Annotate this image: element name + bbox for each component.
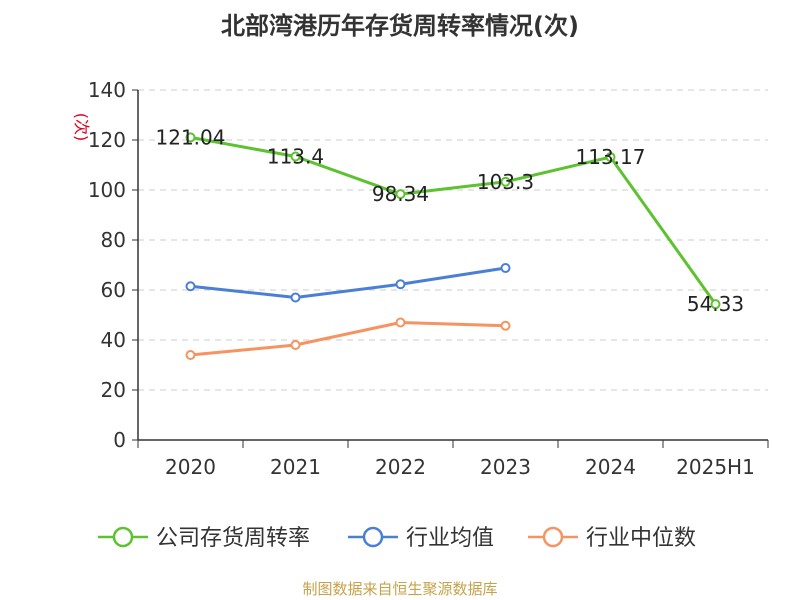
chart-title: 北部湾港历年存货周转率情况(次) xyxy=(221,12,579,40)
data-point-s0-2021 xyxy=(290,151,301,162)
data-label-2020: 121.04 xyxy=(156,125,226,149)
series-layer xyxy=(185,132,721,360)
data-point-s2-2023 xyxy=(500,320,511,331)
y-tick-label-60: 60 xyxy=(101,278,126,302)
data-label-2024: 113.17 xyxy=(576,145,646,169)
data-label-2021: 113.4 xyxy=(267,145,324,169)
data-label-2022: 98.34 xyxy=(372,182,429,206)
data-labels: 121.04 113.4 98.34 103.3 113.17 54.33 xyxy=(156,125,745,316)
x-tick-label-2024: 2024 xyxy=(585,455,636,479)
legend-label-2: 行业中位数 xyxy=(586,526,696,551)
data-point-s2-2020 xyxy=(185,350,196,360)
data-label-2023: 103.3 xyxy=(477,170,534,194)
x-tick-label-2020: 2020 xyxy=(165,455,216,479)
y-tick-label-120: 120 xyxy=(88,128,126,152)
data-point-s1-2021 xyxy=(290,292,301,303)
axes: 0 20 40 60 80 100 120 140 2020 2021 2022 2023 2024 20… xyxy=(88,78,769,479)
grid-lines xyxy=(138,89,768,391)
x-tick-label-2023: 2023 xyxy=(480,455,531,479)
data-point-s1-2020 xyxy=(185,281,196,292)
source-note: 制图数据来自恒生聚源数据库 xyxy=(302,580,497,598)
data-point-s0-2025H1 xyxy=(710,299,721,310)
series-line-0 xyxy=(190,135,717,306)
data-point-s0-2023 xyxy=(500,176,511,187)
data-point-s2-2022 xyxy=(395,317,406,328)
series-line-2 xyxy=(190,321,506,357)
legend: 公司存货周转率 行业均值 行业中位数 xyxy=(98,526,696,551)
data-point-s1-2022 xyxy=(395,279,406,290)
y-tick-label-100: 100 xyxy=(88,178,126,202)
legend-marker-2 xyxy=(542,526,564,548)
legend-label-0: 公司存货周转率 xyxy=(156,526,310,551)
data-point-s0-2022 xyxy=(395,189,406,200)
legend-marker-0 xyxy=(112,526,134,548)
x-tick-label-2021: 2021 xyxy=(270,455,321,479)
legend-marker-1 xyxy=(362,526,384,548)
y-axis-unit: (次) xyxy=(72,113,91,142)
x-tick-label-2022: 2022 xyxy=(375,455,426,479)
data-point-s1-2023 xyxy=(500,263,511,273)
y-tick-label-40: 40 xyxy=(101,328,126,352)
data-point-s0-2024 xyxy=(605,152,616,163)
y-tick-label-140: 140 xyxy=(88,78,126,102)
data-point-s0-2020 xyxy=(185,132,196,143)
y-tick-label-0: 0 xyxy=(113,428,126,452)
y-tick-label-80: 80 xyxy=(101,228,126,252)
x-tick-label-2025H1: 2025H1 xyxy=(676,455,755,479)
data-point-s2-2021 xyxy=(290,340,301,350)
legend-label-1: 行业均值 xyxy=(406,526,494,551)
data-label-2025H1: 54.33 xyxy=(687,292,744,316)
series-line-1 xyxy=(190,266,506,299)
y-tick-label-20: 20 xyxy=(101,378,126,402)
